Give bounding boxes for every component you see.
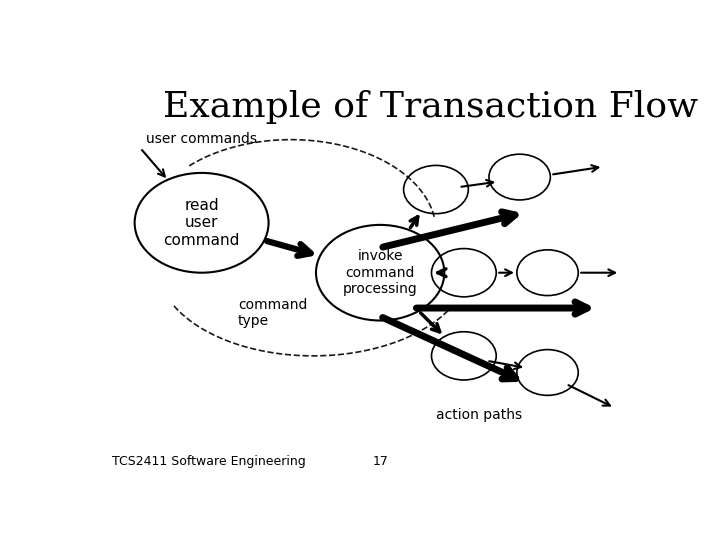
Text: read
user
command: read user command <box>163 198 240 248</box>
Text: invoke
command
processing: invoke command processing <box>343 249 418 296</box>
Text: TCS2411 Software Engineering: TCS2411 Software Engineering <box>112 455 306 468</box>
Text: user commands: user commands <box>145 132 257 146</box>
Text: command
type: command type <box>238 298 307 328</box>
Text: action paths: action paths <box>436 408 522 422</box>
Text: 17: 17 <box>372 455 388 468</box>
Text: Example of Transaction Flow: Example of Transaction Flow <box>163 90 698 124</box>
